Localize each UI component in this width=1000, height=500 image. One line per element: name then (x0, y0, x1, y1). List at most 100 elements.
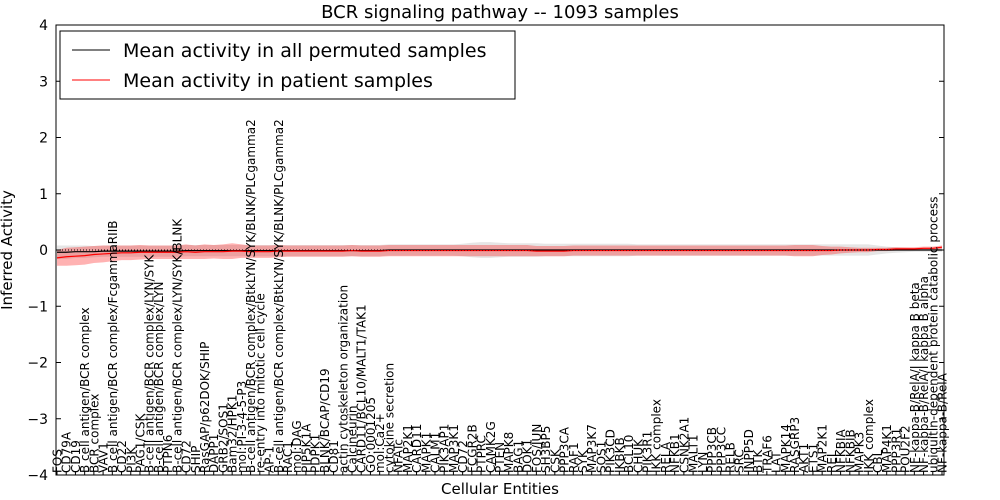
x-tick-label: PTEN (493, 442, 507, 473)
x-tick-label: LAT (770, 451, 784, 473)
x-tick-label: PIK3R1 (641, 431, 655, 473)
x-tick-label: NFKBIB (843, 429, 857, 473)
x-tick-label: PIP5K1A (299, 423, 313, 473)
legend-box (59, 30, 516, 100)
x-tick-label: NF-kappa-B/RelA/I kappa B beta (908, 282, 922, 473)
x-tick-label: CD72 (180, 440, 194, 473)
x-tick-label: Bam32/HPK1 (226, 395, 240, 473)
x-tick-label: RELA (659, 441, 673, 473)
y-tick-label: −1 (27, 299, 48, 315)
y-tick-label: 1 (39, 187, 48, 203)
x-tick-label: BTK (751, 448, 765, 473)
x-tick-label: Calcineurin (346, 406, 360, 473)
x-tick-label: MAPK8 (502, 432, 516, 473)
x-tick-label: BAG1 (511, 440, 525, 473)
x-tick-label: B-cell antigen/BCR complex/BtkLYN/SYK/BL… (272, 119, 286, 473)
y-tick-label: 2 (39, 131, 48, 147)
x-tick-label: mol:DAG (290, 420, 304, 473)
x-tick-label: MAP4K1 (880, 424, 894, 473)
x-tick-label: PTPRC (475, 435, 489, 473)
x-tick-label: PPP3CA (558, 426, 572, 473)
x-tick-label: CHUK (631, 438, 645, 473)
x-tick-label: MAPK1 (419, 432, 433, 473)
x-tick-label: DOK1 (521, 439, 535, 473)
x-tick-label: mol:Ca2+ (373, 413, 387, 473)
x-tick-label: actin cytoskeleton organization (336, 285, 350, 473)
x-tick-label: B-cell antigen/BCR complex/LYN/SYK (143, 253, 157, 473)
x-tick-label: PIK3AP1 (438, 424, 452, 473)
x-tick-label: CARD11/BCL10/MALT1/TAK1 (355, 304, 369, 473)
plot-frame (55, 24, 945, 476)
legend: Mean activity in all permuted samples Me… (59, 30, 516, 100)
y-axis: −4 −3 −2 −1 0 1 2 3 4 (27, 18, 944, 484)
x-tick-label: RASGRP3 (788, 417, 802, 473)
x-tick-label: PDPK1 (309, 434, 323, 473)
x-tick-label: SHIP (189, 446, 203, 473)
x-tick-label: IKK complex (650, 399, 664, 473)
x-tick-label: BCL10 (622, 435, 636, 473)
x-tick-label: RasGAP/p62DOK/SHIP (198, 342, 212, 473)
x-tick-label: NFATc (392, 439, 406, 473)
x-tick-label: CARD11 (410, 424, 424, 473)
y-tick-label: 3 (39, 74, 48, 90)
y-tick-label: −2 (27, 356, 48, 372)
x-tick-label: TRAF6 (760, 435, 774, 474)
series-line-patient (56, 246, 943, 259)
x-tick-label: B-cell antigen/BCR complex/BtkLYN/SYK/BL… (244, 119, 258, 473)
x-tick-label: re-entry into mitotic cell cycle (253, 293, 267, 473)
x-tick-label: SH3BP5 (539, 426, 553, 473)
x-tick-label: CD72 (456, 440, 470, 473)
x-tick-label: CD19 (69, 440, 83, 473)
x-tick-label: MAP2K1 (401, 424, 415, 473)
x-tick-label: CSNK2A1 (677, 417, 691, 473)
y-tick-label: −4 (27, 468, 48, 484)
x-tick-label: CD79A (60, 431, 74, 473)
x-tick-label: CALM1 (428, 432, 442, 473)
x-tick-label: GRB2/SOS1 (216, 403, 230, 473)
x-tick-label: BCR complex (87, 394, 101, 473)
x-tick-label: SYK (576, 449, 590, 473)
x-tick-label: INPP5D (742, 429, 756, 473)
x-tick-label: RAF1 (567, 442, 581, 473)
x-tick-label: NFKB1 (668, 433, 682, 473)
x-tick-label: MAP3K7 (585, 424, 599, 473)
x-tick-label: AKT1 (797, 443, 811, 473)
legend-label-patient: Mean activity in patient samples (123, 70, 433, 92)
y-axis-label: Inferred Activity (0, 190, 16, 310)
x-tick-label: SRC (733, 449, 747, 473)
x-tick-label: PIK3CD (604, 429, 618, 473)
x-tick-label: B cell antigen/BCR complex (78, 307, 92, 473)
x-tick-label: NF-kappa-B/RelA (936, 372, 950, 473)
y-tick-label: −3 (27, 412, 48, 428)
x-tick-label: B cell antigen/BCR complex/FcgammaRIIB (106, 221, 120, 473)
x-tick-label: NF-kappa-B/RelA/I kappa B alpha (917, 276, 931, 473)
x-tick-label: PTPN6 (161, 435, 175, 473)
x-tick-label: PPP3CC (714, 427, 728, 473)
x-tick-label: mol:PI-3-4-5-P3 (235, 381, 249, 473)
legend-label-permuted: Mean activity in all permuted samples (123, 40, 486, 62)
x-tick-label: CSK (548, 448, 562, 473)
x-tick-label: B-cell antigen/BCR complex/LYN/SYK/BLNK (170, 218, 184, 473)
x-tick-label: MAPK3 (853, 432, 867, 473)
x-tick-label: FCGR2B (465, 424, 479, 473)
x-tick-label: NFKBIA (834, 428, 848, 473)
x-tick-label: SOS1 (594, 441, 608, 473)
x-tick-label: FOS/JUN (530, 424, 544, 473)
x-tick-label: REL (825, 450, 839, 473)
x-tick-label: CAMK2G (484, 421, 498, 473)
x-tick-label: MALT1 (687, 434, 701, 473)
x-tick-label: VAV1 (97, 442, 111, 473)
x-tick-label: PPP3CB (705, 427, 719, 473)
x-tick-label: CD81 (327, 440, 341, 473)
chart-title: BCR signaling pathway -- 1093 samples (321, 2, 679, 23)
x-tick-label: DAPP1 (207, 434, 221, 473)
x-tick-label: MAPK14 (779, 424, 793, 473)
x-tick-label: cytokine secretion (382, 363, 396, 473)
x-tick-label: B-cell antigen/BCR complex/LYN (152, 281, 166, 473)
band-patient (57, 243, 942, 266)
x-tick-label: FOS (51, 449, 65, 473)
x-tick-label: BLNK/BCAP/CD19 (318, 368, 332, 473)
x-tick-label: MAP3K1 (447, 424, 461, 473)
